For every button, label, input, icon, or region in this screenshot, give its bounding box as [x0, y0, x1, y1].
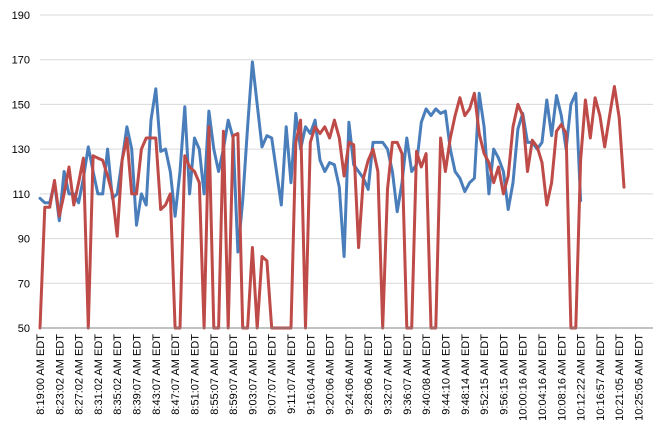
x-tick-label: 8:27:02 AM EDT — [74, 334, 86, 415]
x-tick-label: 10:00:16 AM EDT — [518, 334, 530, 421]
x-tick-label: 9:40:08 AM EDT — [421, 334, 433, 415]
x-tick-label: 10:25:05 AM EDT — [634, 334, 646, 421]
x-tick-label: 8:35:02 AM EDT — [112, 334, 124, 415]
y-axis-tick-labels: 50 70 90 110 130 150 170 190 — [12, 10, 30, 335]
x-tick-label: 9:03:07 AM EDT — [247, 334, 259, 415]
series-1-line — [38, 60, 583, 258]
x-tick-label: 9:16:04 AM EDT — [305, 334, 317, 415]
y-tick-label: 110 — [12, 189, 30, 201]
x-tick-label: 10:12:22 AM EDT — [576, 334, 588, 421]
x-tick-label: 10:21:05 AM EDT — [614, 334, 626, 421]
x-tick-label: 8:47:07 AM EDT — [170, 334, 182, 415]
series-2-line — [38, 85, 626, 330]
x-tick-label: 9:07:07 AM EDT — [267, 334, 279, 415]
x-tick-label: 10:08:16 AM EDT — [556, 334, 568, 421]
x-tick-label: 8:23:02 AM EDT — [54, 334, 66, 415]
x-tick-label: 8:19:00 AM EDT — [35, 334, 47, 415]
x-tick-label: 8:59:07 AM EDT — [228, 334, 240, 415]
y-tick-label: 190 — [12, 10, 30, 22]
y-tick-label: 130 — [12, 144, 30, 156]
x-tick-label: 9:24:06 AM EDT — [344, 334, 356, 415]
x-tick-label: 9:20:06 AM EDT — [325, 334, 337, 415]
x-tick-label: 8:39:07 AM EDT — [132, 334, 144, 415]
x-tick-label: 9:44:10 AM EDT — [440, 334, 452, 415]
x-tick-label: 10:16:57 AM EDT — [595, 334, 607, 421]
x-tick-label: 10:04:16 AM EDT — [537, 334, 549, 421]
x-tick-label: 9:48:14 AM EDT — [460, 334, 472, 415]
x-tick-label: 9:11:07 AM EDT — [286, 334, 298, 414]
x-tick-label: 8:55:07 AM EDT — [209, 334, 221, 415]
series-lines — [38, 60, 626, 330]
x-tick-label: 8:51:07 AM EDT — [189, 334, 201, 415]
x-tick-label: 8:43:07 AM EDT — [151, 334, 163, 415]
x-axis-tick-labels: 8:19:00 AM EDT 8:23:02 AM EDT 8:27:02 AM E… — [35, 334, 646, 421]
x-tick-label: 9:56:15 AM EDT — [498, 334, 510, 415]
y-tick-label: 90 — [18, 234, 30, 246]
x-tick-label: 9:52:15 AM EDT — [479, 334, 491, 415]
y-tick-label: 50 — [18, 323, 30, 335]
y-tick-label: 170 — [12, 55, 30, 67]
x-tick-label: 8:31:02 AM EDT — [93, 334, 105, 415]
y-tick-label: 70 — [18, 278, 30, 290]
y-tick-label: 150 — [12, 99, 30, 111]
x-tick-label: 9:36:07 AM EDT — [402, 334, 414, 415]
x-tick-label: 9:32:07 AM EDT — [383, 334, 395, 415]
x-tick-label: 9:28:06 AM EDT — [363, 334, 375, 415]
